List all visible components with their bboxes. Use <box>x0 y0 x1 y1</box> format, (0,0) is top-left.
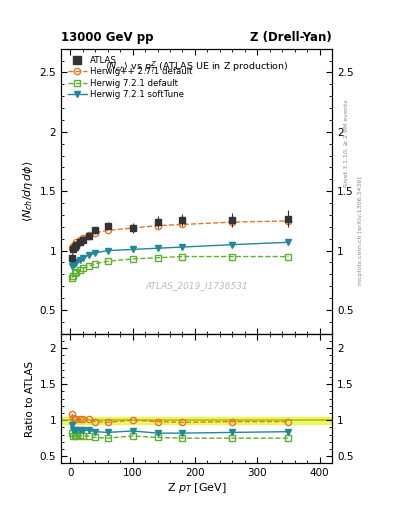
Text: ATLAS_2019_I1736531: ATLAS_2019_I1736531 <box>145 281 248 290</box>
Text: $\langle N_{ch}\rangle$ vs $p^{Z}_{T}$ (ATLAS UE in Z production): $\langle N_{ch}\rangle$ vs $p^{Z}_{T}$ (… <box>105 60 288 75</box>
Text: Z (Drell-Yan): Z (Drell-Yan) <box>250 31 332 44</box>
Text: mcplots.cern.ch [arXiv:1306.3436]: mcplots.cern.ch [arXiv:1306.3436] <box>358 176 363 285</box>
Text: Rivet 3.1.10, ≥ 2.9M events: Rivet 3.1.10, ≥ 2.9M events <box>344 99 349 187</box>
Legend: ATLAS, Herwig++ 2.7.1 default, Herwig 7.2.1 default, Herwig 7.2.1 softTune: ATLAS, Herwig++ 2.7.1 default, Herwig 7.… <box>65 53 195 102</box>
Y-axis label: Ratio to ATLAS: Ratio to ATLAS <box>25 360 35 437</box>
Bar <box>61 417 332 424</box>
Y-axis label: $\langle N_{ch}/d\eta\, d\phi\rangle$: $\langle N_{ch}/d\eta\, d\phi\rangle$ <box>21 160 35 222</box>
Text: 13000 GeV pp: 13000 GeV pp <box>61 31 153 44</box>
X-axis label: Z $p_{T}$ [GeV]: Z $p_{T}$ [GeV] <box>167 481 226 495</box>
